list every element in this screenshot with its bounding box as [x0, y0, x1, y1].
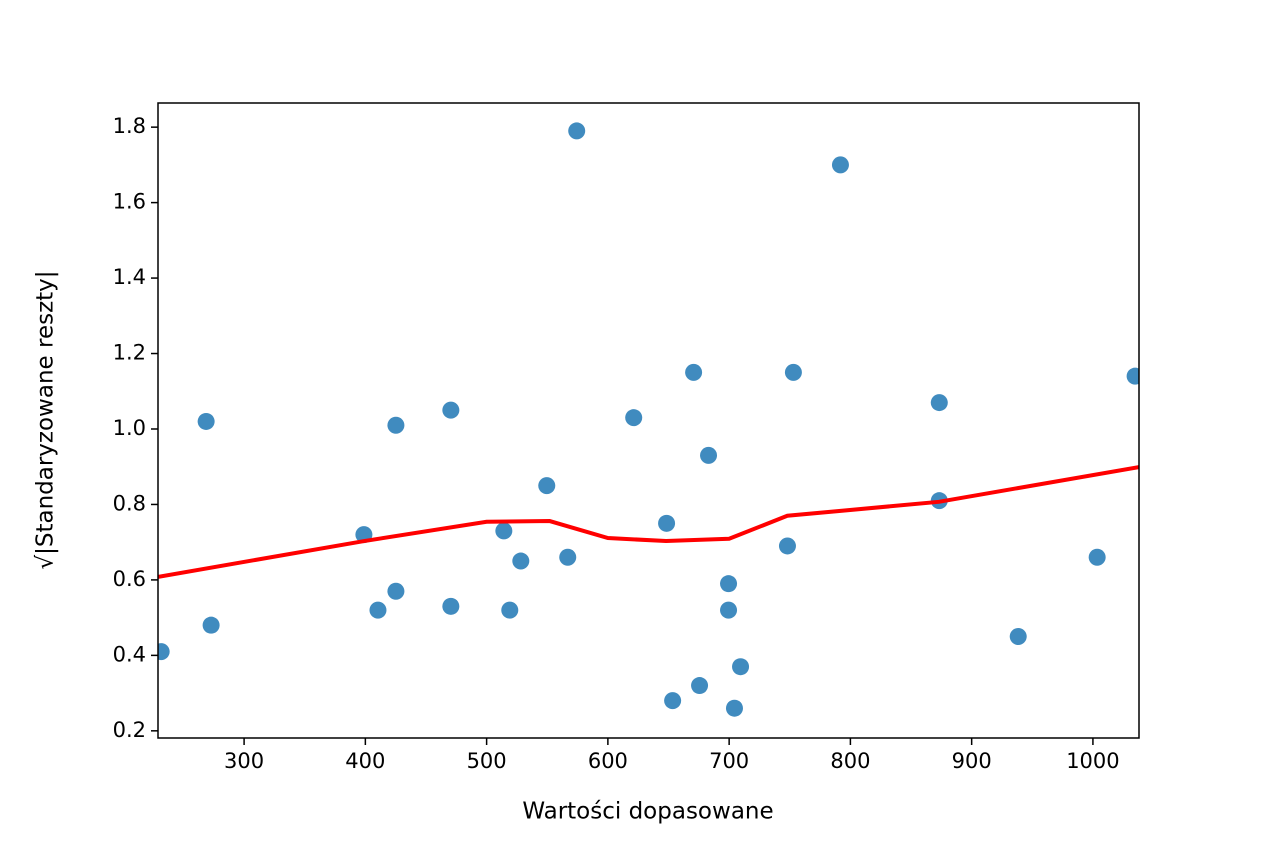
point [442, 401, 460, 419]
point [732, 658, 750, 676]
y-tick-label: 0.4 [113, 642, 146, 666]
point [930, 394, 948, 412]
y-tick-label: 0.2 [113, 718, 146, 742]
x-axis-label: Wartości dopasowane [522, 799, 773, 825]
point [158, 643, 170, 661]
x-tick-label: 600 [588, 749, 628, 773]
x-tick-label: 1000 [1066, 749, 1119, 773]
y-tick-label: 1.4 [113, 265, 146, 289]
point [831, 156, 849, 174]
y-tick-label: 1.2 [113, 341, 146, 365]
point [784, 363, 802, 381]
point [512, 552, 530, 570]
point [442, 597, 460, 615]
point [538, 477, 556, 495]
point [658, 514, 676, 532]
point [685, 363, 703, 381]
x-tick-label: 700 [709, 749, 749, 773]
point [725, 699, 743, 717]
point [625, 409, 643, 427]
point [501, 601, 519, 619]
point [495, 522, 513, 540]
point [369, 601, 387, 619]
point [568, 122, 586, 140]
point [387, 416, 405, 434]
trend-line [158, 465, 1139, 579]
point [559, 548, 577, 566]
point [1088, 548, 1106, 566]
y-tick-label: 1.8 [113, 114, 146, 138]
point [778, 537, 796, 555]
plot-area [158, 122, 1139, 717]
point [720, 575, 738, 593]
y-tick-label: 1.0 [113, 416, 146, 440]
y-tick-label: 0.8 [113, 491, 146, 515]
point [664, 692, 682, 710]
point [720, 601, 738, 619]
x-tick-label: 800 [830, 749, 870, 773]
axes-frame [157, 102, 1140, 739]
x-tick-label: 500 [467, 749, 507, 773]
x-tick-label: 300 [224, 749, 264, 773]
point [197, 412, 215, 430]
y-tick-label: 1.6 [113, 190, 146, 214]
x-tick-label: 400 [345, 749, 385, 773]
point [202, 616, 220, 634]
y-axis-label: √|Standaryzowane reszty| [33, 270, 59, 569]
point [700, 446, 718, 464]
point [691, 677, 709, 695]
point [1009, 628, 1027, 646]
y-tick-label: 0.6 [113, 567, 146, 591]
point [387, 582, 405, 600]
point [1126, 367, 1139, 385]
x-tick-label: 900 [952, 749, 992, 773]
